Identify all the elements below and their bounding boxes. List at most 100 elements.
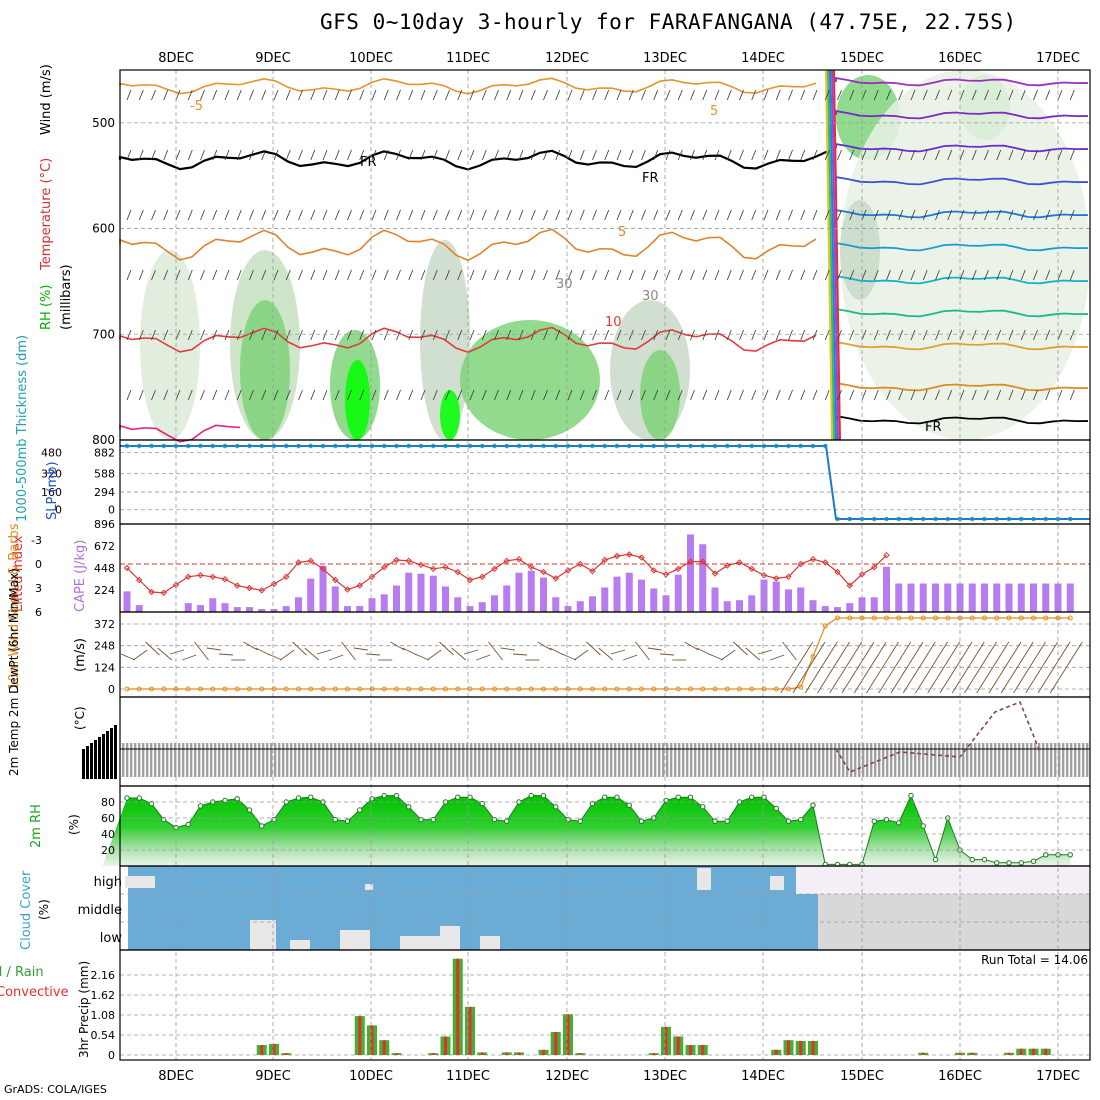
temp-range-bar xyxy=(690,743,693,777)
wind-barb xyxy=(371,389,377,401)
temp-range-bar xyxy=(526,743,529,777)
wind-barb xyxy=(579,329,585,341)
thickness-point xyxy=(136,443,142,449)
temp-range-bar xyxy=(986,743,989,777)
temp-range-bar xyxy=(950,743,953,777)
wind-barb xyxy=(151,149,156,161)
lifted-index-point xyxy=(687,558,694,565)
precip-convective-bar xyxy=(272,1043,276,1055)
wind-barb xyxy=(763,209,769,221)
lifted-index-label: Lifted Index xyxy=(11,535,26,612)
wind-barb xyxy=(714,389,720,401)
temp-range-bar xyxy=(1066,743,1069,777)
rh-point xyxy=(369,796,375,802)
wind-barb xyxy=(665,149,671,161)
temp-range-bar xyxy=(462,743,465,777)
temp-range-bar xyxy=(758,743,761,777)
wind-barb xyxy=(383,89,389,101)
temp-range-bar xyxy=(450,743,453,777)
lifted-index-point xyxy=(503,557,510,565)
wind-barb xyxy=(861,389,867,401)
cape-bar xyxy=(760,579,768,612)
wind-barb xyxy=(567,89,573,101)
temp-range-bar xyxy=(994,743,997,777)
wind-barb xyxy=(579,149,585,161)
wind-barb xyxy=(849,89,855,101)
temp-range-bar xyxy=(846,743,849,777)
cape-bar xyxy=(1005,583,1013,612)
lifted-index-point xyxy=(258,587,265,594)
thickness-point xyxy=(369,443,375,449)
cape-bar xyxy=(638,579,645,612)
lifted-index-point xyxy=(809,555,817,563)
cape-bar xyxy=(834,607,841,612)
wind-barb xyxy=(138,89,144,101)
lifted-index-point xyxy=(699,558,706,565)
wind-barb xyxy=(175,329,181,341)
temp-range-bar xyxy=(442,743,445,777)
cape-bar xyxy=(870,597,878,612)
wind-barb xyxy=(359,269,365,281)
rh-point xyxy=(246,807,253,813)
temp-range-bar xyxy=(534,743,537,777)
wind-barb xyxy=(775,149,781,161)
temp-range-bar xyxy=(286,743,289,777)
temp-range-bar xyxy=(662,743,665,777)
temp-contour-5 xyxy=(119,228,817,262)
wind-barb xyxy=(1033,389,1038,401)
temp-range-bar xyxy=(326,743,329,777)
wind-barb xyxy=(1057,149,1063,161)
cape-tick: 448 xyxy=(94,562,115,575)
temp-range-bar xyxy=(438,743,441,777)
thickness-point xyxy=(553,443,559,449)
temp-range-bar xyxy=(622,743,625,777)
precip-convective-bar xyxy=(1032,1048,1035,1055)
temp-range-bar xyxy=(122,743,125,777)
precip-convective-bar xyxy=(664,1026,668,1055)
temp-legend-bar xyxy=(86,746,89,779)
wind-barb xyxy=(530,269,536,281)
lifted-index-point xyxy=(295,559,302,566)
wind-barb xyxy=(1020,89,1026,101)
temp-range-bar xyxy=(354,743,357,777)
cape-bar xyxy=(331,586,339,612)
temp-range-bar xyxy=(1086,743,1089,777)
wind-barb xyxy=(984,269,989,281)
rh-point xyxy=(749,794,755,800)
lifted-index-point xyxy=(185,573,192,581)
slp-tick: 882 xyxy=(94,447,115,460)
temp-range-bar xyxy=(786,743,789,777)
rh-shading xyxy=(345,360,370,440)
wind-barb xyxy=(812,269,818,281)
precip-unit-label: 3hr Precip (mm) xyxy=(77,961,91,1058)
lifted-index-axis-label: Lifted Index xyxy=(11,535,26,612)
rh-point xyxy=(712,818,718,824)
temp-range-bar xyxy=(874,743,877,777)
wind-barb xyxy=(824,89,830,101)
wind-barb xyxy=(322,89,328,101)
precip-convective-bar xyxy=(260,1045,264,1055)
wind-barb-10m xyxy=(586,641,601,656)
precip-convective-bar xyxy=(542,1049,545,1055)
wind-barb xyxy=(126,89,132,101)
wind-barb xyxy=(200,149,205,161)
lifted-index-point xyxy=(405,557,412,565)
thickness-point xyxy=(651,443,657,449)
cloud-level-middle: middle xyxy=(78,903,122,918)
precip-convective-label: Convective xyxy=(0,985,69,1000)
wind-barb xyxy=(530,89,536,101)
wind-barb xyxy=(494,209,499,221)
temp-range-bar xyxy=(1014,743,1017,777)
rh-point xyxy=(687,794,694,800)
wind-barb xyxy=(175,149,181,161)
wind-barb xyxy=(285,269,291,281)
temp-legend-bar xyxy=(110,728,113,779)
wind-barb xyxy=(641,89,646,101)
wind-barb xyxy=(420,89,426,101)
cape-bar xyxy=(478,602,486,612)
thickness-point xyxy=(308,443,314,449)
wind-barb xyxy=(604,149,610,161)
wind-barb-10m xyxy=(451,647,467,661)
wind-barb xyxy=(665,269,671,281)
pressure-tick: 800 xyxy=(92,433,115,447)
